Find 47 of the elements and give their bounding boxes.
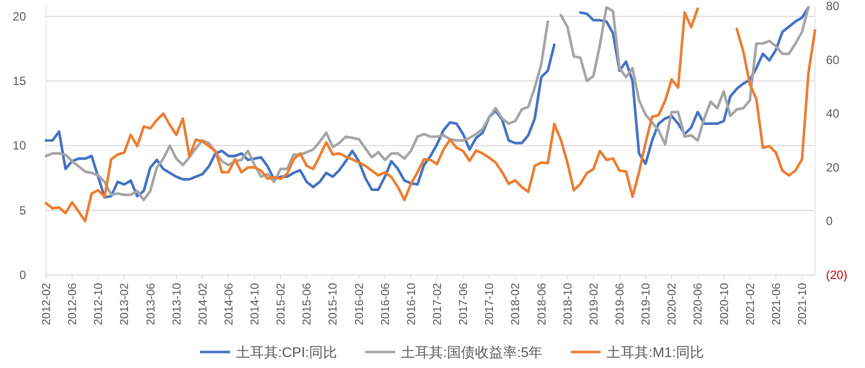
legend-item: 土耳其:国债收益率:5年 — [365, 344, 543, 360]
x-tick-label: 2020-02 — [666, 283, 679, 326]
x-tick-label: 2013-06 — [145, 283, 158, 326]
x-tick-label: 2021-02 — [744, 283, 757, 326]
y-tick-label: 0 — [19, 268, 26, 282]
x-tick-label: 2012-02 — [41, 283, 53, 326]
x-tick-label: 2021-06 — [770, 283, 783, 326]
x-tick-label: 2014-06 — [223, 283, 236, 326]
x-tick-label: 2020-06 — [692, 283, 705, 326]
x-tick-label: 2017-02 — [432, 283, 444, 326]
x-tick-label: 2019-10 — [640, 283, 653, 326]
x-tick-label: 2013-10 — [171, 283, 184, 326]
x-tick-label: 2012-10 — [93, 283, 106, 326]
x-tick-label: 2015-02 — [276, 283, 288, 326]
x-tick-label: 2015-06 — [302, 283, 314, 326]
x-tick-label: 2019-02 — [588, 283, 600, 326]
x-tick-label: 2016-10 — [406, 283, 418, 326]
x-tick-label: 2013-02 — [119, 283, 132, 326]
y-tick-label: 10 — [12, 138, 26, 153]
x-tick-label: 2015-10 — [328, 283, 340, 326]
legend-label: 土耳其:国债收益率:5年 — [401, 344, 543, 360]
y2-tick-label: 40 — [826, 106, 840, 121]
y2-tick-label: 80 — [826, 0, 840, 13]
y2-tick-label: 0 — [826, 214, 833, 228]
x-tick-label: 2021-10 — [796, 283, 809, 326]
y2-tick-label: 60 — [826, 52, 840, 67]
legend-item: 土耳其:M1:同比 — [570, 344, 704, 360]
x-tick-label: 2018-10 — [562, 283, 574, 326]
y-tick-label: 15 — [12, 74, 26, 88]
x-tick-label: 2018-02 — [510, 283, 522, 326]
x-tick-label: 2017-06 — [458, 283, 470, 326]
x-tick-label: 2016-02 — [354, 283, 366, 326]
x-tick-label: 2016-06 — [380, 283, 392, 326]
x-tick-label: 2014-02 — [197, 283, 210, 326]
legend-label: 土耳其:CPI:同比 — [236, 344, 338, 360]
x-tick-label: 2014-10 — [250, 283, 262, 326]
x-tick-label: 2018-06 — [536, 283, 548, 326]
y-tick-label: 20 — [12, 9, 26, 24]
legend-item: 土耳其:CPI:同比 — [200, 344, 338, 360]
legend-label: 土耳其:M1:同比 — [606, 344, 704, 360]
x-tick-label: 2019-06 — [614, 283, 626, 326]
x-tick-label: 2020-10 — [718, 283, 731, 326]
y2-tick-label: 20 — [826, 160, 840, 174]
x-tick-label: 2012-06 — [67, 283, 80, 326]
x-tick-label: 2017-10 — [484, 283, 496, 326]
y-tick-label: 5 — [19, 203, 26, 218]
y2-tick-label: (20) — [826, 268, 848, 282]
